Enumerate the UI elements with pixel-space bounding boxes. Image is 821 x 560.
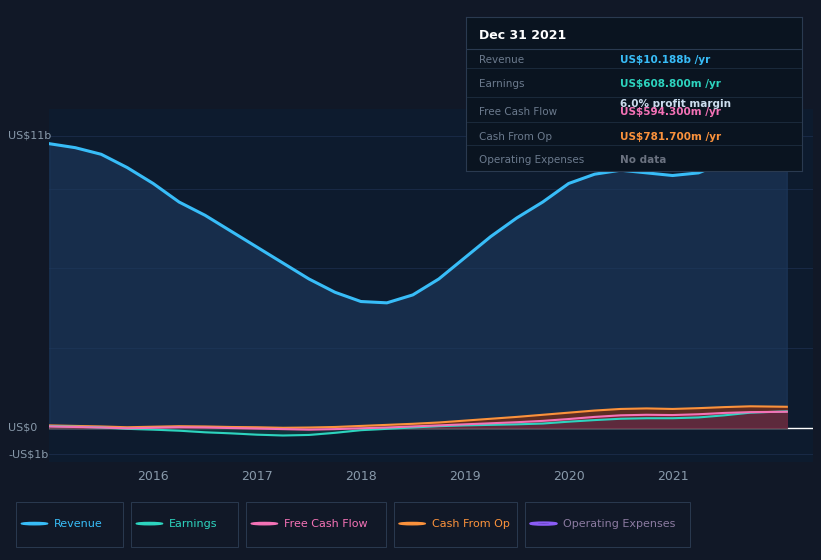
- Text: Revenue: Revenue: [479, 55, 524, 65]
- Text: No data: No data: [621, 155, 667, 165]
- Text: US$0: US$0: [8, 422, 38, 432]
- Text: US$608.800m /yr: US$608.800m /yr: [621, 79, 721, 89]
- Bar: [16, 502, 123, 547]
- Circle shape: [399, 522, 425, 525]
- Circle shape: [21, 522, 48, 525]
- Text: Dec 31 2021: Dec 31 2021: [479, 29, 566, 42]
- Text: Revenue: Revenue: [54, 519, 103, 529]
- Circle shape: [251, 522, 277, 525]
- Bar: [246, 502, 386, 547]
- Text: US$781.700m /yr: US$781.700m /yr: [621, 132, 722, 142]
- Text: -US$1b: -US$1b: [8, 449, 48, 459]
- Bar: [131, 502, 238, 547]
- Text: Operating Expenses: Operating Expenses: [563, 519, 676, 529]
- Text: Cash From Op: Cash From Op: [432, 519, 510, 529]
- Text: Free Cash Flow: Free Cash Flow: [284, 519, 368, 529]
- Bar: [394, 502, 517, 547]
- Text: Cash From Op: Cash From Op: [479, 132, 552, 142]
- Text: US$11b: US$11b: [8, 130, 52, 141]
- Text: Operating Expenses: Operating Expenses: [479, 155, 585, 165]
- Circle shape: [136, 522, 163, 525]
- Text: 6.0% profit margin: 6.0% profit margin: [621, 99, 732, 109]
- Text: US$10.188b /yr: US$10.188b /yr: [621, 55, 711, 65]
- Text: Free Cash Flow: Free Cash Flow: [479, 108, 557, 117]
- Text: Earnings: Earnings: [479, 79, 525, 89]
- Text: Earnings: Earnings: [169, 519, 218, 529]
- Bar: [525, 502, 690, 547]
- Text: US$594.300m /yr: US$594.300m /yr: [621, 108, 721, 117]
